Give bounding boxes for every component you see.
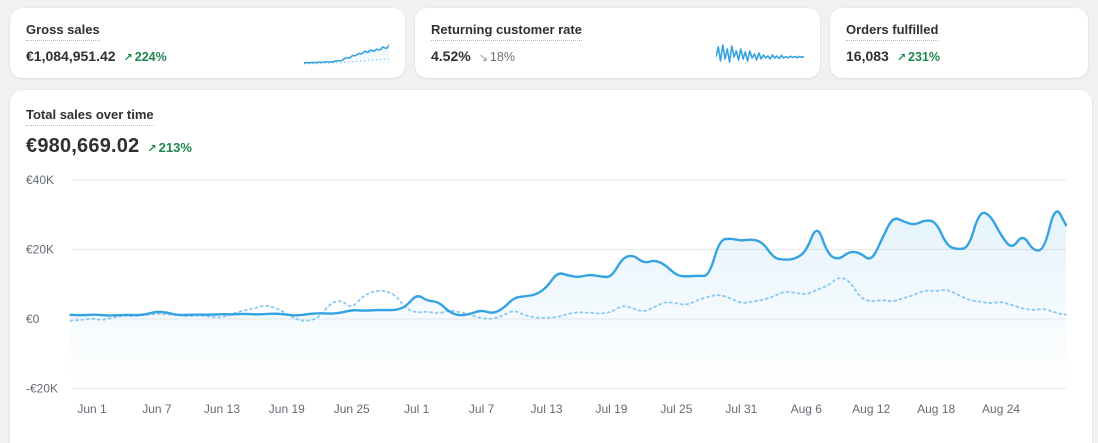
returning-rate-value: 4.52%	[431, 48, 471, 65]
returning-rate-title[interactable]: Returning customer rate	[431, 22, 582, 42]
metric-card-gross-sales[interactable]: Gross sales €1,084,951.42 ↗ 224%	[10, 8, 405, 78]
y-axis-label: -€20K	[26, 382, 58, 396]
x-axis-label: Jul 31	[725, 402, 757, 416]
trend-up-icon: ↗	[123, 52, 133, 65]
x-axis-label: Jun 13	[204, 402, 240, 416]
total-sales-change-badge: ↗ 213%	[147, 140, 191, 155]
gross-sales-change-badge: ↗ 224%	[124, 50, 167, 64]
total-sales-change: 213%	[158, 140, 192, 156]
orders-fulfilled-change-badge: ↗ 231%	[897, 50, 940, 64]
trend-up-icon: ↗	[147, 143, 157, 156]
x-axis-label: Jul 7	[469, 402, 495, 416]
orders-fulfilled-change: 231%	[908, 50, 941, 65]
x-axis-label: Aug 12	[852, 402, 890, 416]
x-axis-label: Aug 18	[917, 402, 955, 416]
x-axis-label: Jun 1	[77, 402, 107, 416]
y-axis-label: €40K	[26, 173, 54, 187]
series-previous-line	[69, 277, 1067, 322]
gross-sales-sparkline	[304, 44, 389, 67]
x-axis-label: Jun 19	[269, 402, 305, 416]
x-axis-label: Jul 19	[595, 402, 627, 416]
total-sales-value: €980,669.02	[26, 135, 140, 158]
chart-area[interactable]: €40K €20K €0 -€20K Jun 1 Jun 7 Jun 13 Jun 19 Jun…	[26, 170, 1076, 443]
x-axis-label: Jun 7	[142, 402, 172, 416]
gross-sales-title[interactable]: Gross sales	[26, 22, 100, 42]
y-axis-label: €0	[26, 312, 40, 326]
series-current-line	[69, 210, 1068, 317]
y-axis-label: €20K	[26, 243, 54, 257]
x-axis-label: Jun 25	[334, 402, 370, 416]
series-current-area	[70, 211, 1066, 389]
returning-rate-sparkline	[716, 44, 804, 63]
x-axis-label: Aug 24	[982, 402, 1020, 416]
gross-sales-change: 224%	[134, 50, 167, 65]
returning-rate-change: 18%	[489, 50, 515, 65]
gross-sales-value: €1,084,951.42	[26, 48, 116, 65]
total-sales-card: Total sales over time €980,669.02 ↗ 213% …	[10, 90, 1092, 443]
x-axis-label: Jul 13	[531, 402, 563, 416]
trend-up-icon: ↗	[896, 52, 907, 65]
metric-card-returning-rate[interactable]: Returning customer rate 4.52% ↘ 18%	[415, 8, 820, 78]
metric-cards-row: Gross sales €1,084,951.42 ↗ 224% Returnin…	[10, 8, 1098, 78]
returning-rate-change-badge: ↘ 18%	[479, 50, 515, 64]
orders-fulfilled-title[interactable]: Orders fulfilled	[846, 22, 939, 42]
total-sales-chart[interactable]: €40K €20K €0 -€20K Jun 1 Jun 7 Jun 13 Jun 19 Jun…	[26, 170, 1076, 441]
metric-card-orders-fulfilled[interactable]: Orders fulfilled 16,083 ↗ 231%	[830, 8, 1088, 78]
x-axis-label: Aug 6	[791, 402, 823, 416]
total-sales-title[interactable]: Total sales over time	[26, 107, 154, 127]
x-axis-label: Jul 1	[404, 402, 430, 416]
x-axis-label: Jul 25	[660, 402, 692, 416]
orders-fulfilled-value: 16,083	[846, 48, 889, 65]
trend-down-icon: ↘	[478, 52, 488, 65]
